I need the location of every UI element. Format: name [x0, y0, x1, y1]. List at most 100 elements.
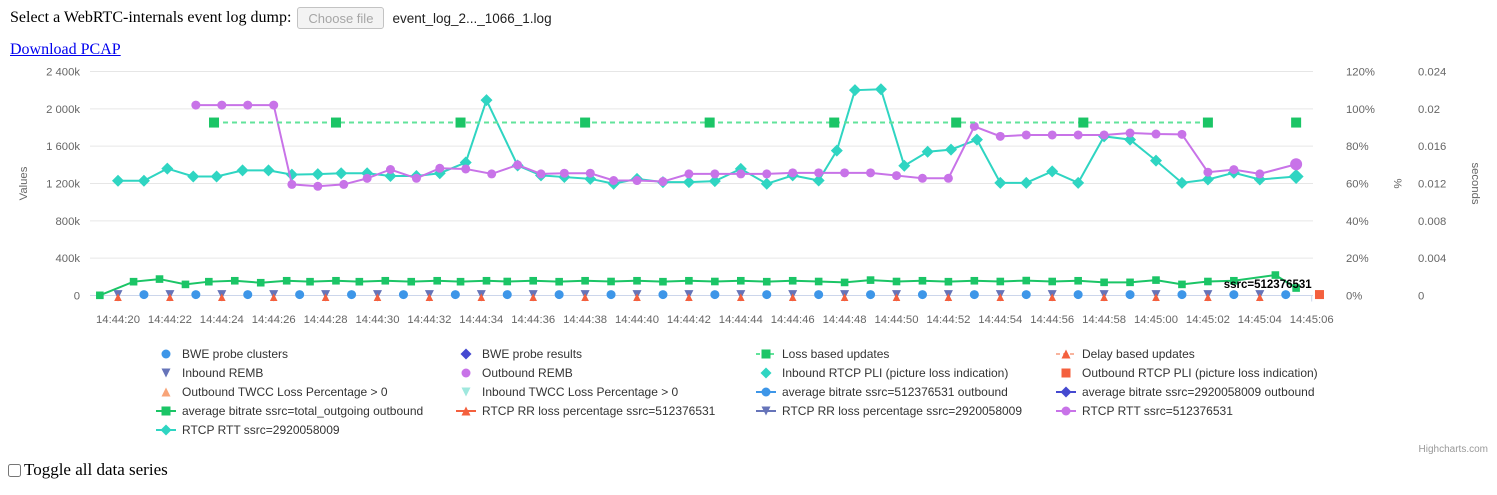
seconds-axis-label: 0.02 — [1418, 104, 1440, 116]
series-marker-average-bitrate-ssrc-total-outgoing-outbound — [1126, 278, 1134, 287]
legend-item[interactable]: BWE probe results — [455, 347, 582, 361]
legend-item[interactable]: Outbound TWCC Loss Percentage > 0 — [155, 385, 388, 399]
legend-item-label: Inbound TWCC Loss Percentage > 0 — [482, 385, 679, 399]
choose-file-button[interactable]: Choose file — [297, 7, 385, 29]
series-marker-average-bitrate-ssrc-total-outgoing-outbound — [581, 276, 589, 285]
series-marker-rtcp-rtt-ssrc-2920058009 — [187, 170, 200, 183]
series-marker-average-bitrate-ssrc-512376531-outbound — [502, 290, 512, 300]
toggle-all-series-checkbox[interactable] — [8, 463, 21, 477]
series-marker-rtcp-rtt-ssrc-512376531 — [385, 165, 395, 174]
series-marker-average-bitrate-ssrc-total-outgoing-outbound — [1271, 271, 1280, 279]
series-marker-outbound-rtcp-pli-picture-loss-indication- — [1314, 290, 1324, 300]
series-marker-average-bitrate-ssrc-512376531-outbound — [814, 290, 824, 300]
series-marker-rtcp-rtt-ssrc-512376531 — [243, 100, 253, 110]
series-marker-average-bitrate-ssrc-512376531-outbound — [917, 290, 927, 300]
series-marker-average-bitrate-ssrc-total-outgoing-outbound — [685, 276, 693, 285]
values-axis-label: 2 400k — [46, 67, 80, 79]
seconds-axis-label: 0.024 — [1418, 67, 1446, 79]
series-marker-rtcp-rtt-ssrc-512376531 — [609, 176, 619, 186]
series-marker-loss-based-updates — [1078, 117, 1089, 128]
download-pcap-link[interactable]: Download PCAP — [10, 41, 121, 58]
series-marker-average-bitrate-ssrc-512376531-outbound — [1229, 290, 1239, 300]
series-marker-rtcp-rr-loss-percentage-ssrc-512376531 — [737, 293, 745, 301]
seconds-axis-label: 0.012 — [1418, 179, 1446, 191]
legend-item[interactable]: RTCP RTT ssrc=512376531 — [1055, 404, 1233, 418]
x-axis-label: 14:44:34 — [459, 314, 503, 326]
series-marker-rtcp-rtt-ssrc-512376531 — [840, 168, 850, 178]
diamond-legend-icon — [156, 424, 176, 436]
x-axis-label: 14:44:58 — [1082, 314, 1126, 326]
series-marker-average-bitrate-ssrc-total-outgoing-outbound — [256, 278, 265, 287]
legend-item[interactable]: Loss based updates — [755, 347, 889, 361]
values-axis-label: 0 — [74, 291, 80, 303]
series-marker-average-bitrate-ssrc-total-outgoing-outbound — [892, 277, 901, 286]
x-axis-label: 14:45:00 — [1134, 314, 1178, 326]
series-marker-average-bitrate-ssrc-total-outgoing-outbound — [181, 280, 190, 289]
series-marker-average-bitrate-ssrc-total-outgoing-outbound — [456, 277, 465, 286]
legend-item[interactable]: Outbound REMB — [455, 366, 573, 380]
x-axis-label: 14:44:38 — [563, 314, 607, 326]
legend-item[interactable]: Outbound RTCP PLI (picture loss indicati… — [1055, 366, 1318, 380]
series-marker-average-bitrate-ssrc-total-outgoing-outbound — [762, 277, 771, 286]
legend-item[interactable]: RTCP RR loss percentage ssrc=2920058009 — [755, 404, 1022, 418]
series-marker-average-bitrate-ssrc-512376531-outbound — [969, 290, 979, 300]
series-marker-rtcp-rr-loss-percentage-ssrc-512376531 — [1204, 293, 1212, 301]
series-marker-average-bitrate-ssrc-512376531-outbound — [710, 290, 720, 300]
legend-item[interactable]: average bitrate ssrc=2920058009 outbound — [1055, 385, 1315, 399]
series-marker-rtcp-rtt-ssrc-2920058009 — [1124, 133, 1137, 146]
diamond-legend-icon — [460, 348, 472, 360]
legend-item[interactable]: Inbound TWCC Loss Percentage > 0 — [455, 385, 678, 399]
series-marker-average-bitrate-ssrc-total-outgoing-outbound — [555, 277, 563, 286]
x-axis-label: 14:44:40 — [615, 314, 659, 326]
series-marker-rtcp-rtt-ssrc-2920058009 — [1201, 173, 1214, 186]
legend-item[interactable]: Inbound RTCP PLI (picture loss indicatio… — [755, 366, 1008, 380]
series-marker-loss-based-updates — [209, 117, 220, 128]
highcharts-credit[interactable]: Highcharts.com — [1418, 444, 1488, 455]
series-marker-rtcp-rr-loss-percentage-ssrc-512376531 — [685, 293, 693, 301]
series-marker-average-bitrate-ssrc-total-outgoing-outbound — [1230, 276, 1238, 285]
legend-item[interactable]: RTCP RR loss percentage ssrc=512376531 — [455, 404, 715, 418]
legend-item[interactable]: average bitrate ssrc=512376531 outbound — [755, 385, 1008, 399]
legend-item-label: Outbound REMB — [482, 366, 573, 380]
series-marker-rtcp-rtt-ssrc-512376531 — [487, 169, 497, 179]
series-marker-average-bitrate-ssrc-512376531-outbound — [295, 290, 305, 300]
series-marker-rtcp-rtt-ssrc-512376531 — [1099, 130, 1109, 140]
series-marker-rtcp-rtt-ssrc-512376531 — [762, 169, 772, 179]
series-marker-average-bitrate-ssrc-total-outgoing-outbound — [970, 276, 979, 285]
series-marker-average-bitrate-ssrc-total-outgoing-outbound — [1100, 278, 1108, 287]
legend-item[interactable]: Inbound REMB — [155, 366, 263, 380]
x-axis-label: 14:44:48 — [823, 314, 867, 326]
series-line-rtcp-rtt-ssrc-2920058009 — [118, 88, 1297, 185]
legend-item-label: average bitrate ssrc=2920058009 outbound — [1082, 385, 1315, 399]
series-marker-rtcp-rr-loss-percentage-ssrc-512376531 — [633, 293, 641, 301]
series-marker-rtcp-rtt-ssrc-512376531 — [287, 179, 297, 189]
legend-item-label: RTCP RR loss percentage ssrc=512376531 — [482, 404, 716, 418]
legend-item[interactable]: RTCP RTT ssrc=2920058009 — [155, 423, 340, 437]
series-marker-average-bitrate-ssrc-512376531-outbound — [866, 290, 876, 300]
series-marker-rtcp-rtt-ssrc-2920058009 — [161, 162, 174, 175]
values-axis-label: 800k — [56, 216, 81, 228]
series-marker-average-bitrate-ssrc-total-outgoing-outbound — [306, 277, 314, 286]
series-marker-average-bitrate-ssrc-total-outgoing-outbound — [996, 277, 1005, 286]
series-marker-rtcp-rtt-ssrc-512376531 — [632, 176, 642, 186]
toggle-all-series[interactable]: Toggle all data series — [8, 460, 168, 480]
legend-item[interactable]: BWE probe clusters — [155, 347, 288, 361]
series-marker-rtcp-rtt-ssrc-2920058009 — [480, 94, 493, 107]
series-marker-rtcp-rtt-ssrc-2920058009 — [137, 174, 150, 187]
x-axis-label: 14:44:24 — [200, 314, 244, 326]
x-axis-label: 14:44:42 — [667, 314, 711, 326]
x-axis-label: 14:44:56 — [1030, 314, 1074, 326]
series-marker-rtcp-rr-loss-percentage-ssrc-512376531 — [944, 293, 953, 301]
values-axis-label: 1 200k — [46, 179, 80, 191]
series-marker-rtcp-rtt-ssrc-2920058009 — [1175, 176, 1188, 189]
series-marker-rtcp-rtt-ssrc-512376531 — [866, 168, 876, 178]
legend-item[interactable]: Delay based updates — [1055, 347, 1195, 361]
series-marker-rtcp-rtt-ssrc-2920058009 — [361, 167, 374, 180]
series-marker-average-bitrate-ssrc-total-outgoing-outbound — [633, 276, 641, 285]
series-marker-average-bitrate-ssrc-total-outgoing-outbound — [482, 276, 491, 285]
series-marker-average-bitrate-ssrc-total-outgoing-outbound — [1292, 284, 1300, 292]
legend-item-label: Loss based updates — [782, 347, 890, 361]
x-axis-label: 14:44:26 — [252, 314, 296, 326]
legend-item[interactable]: average bitrate ssrc=total_outgoing outb… — [155, 404, 423, 418]
values-axis-label: 1 600k — [46, 141, 80, 153]
